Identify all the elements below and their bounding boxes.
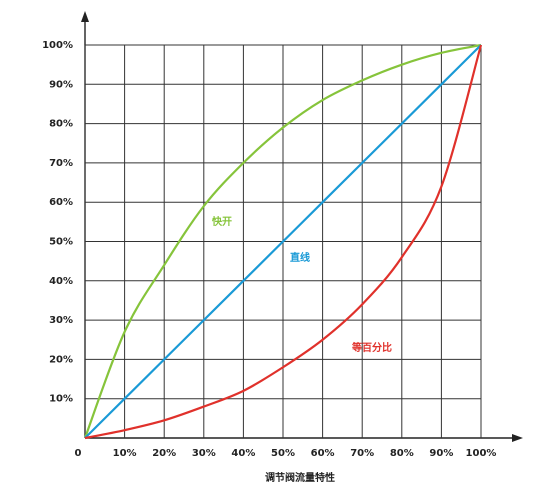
y-tick-label: 60%: [49, 197, 73, 208]
series-line: [83, 43, 482, 439]
x-tick-label: 10%: [113, 448, 137, 459]
y-tick-label: 80%: [49, 119, 73, 130]
series-line: [84, 44, 483, 440]
y-tick-label: 50%: [49, 237, 73, 248]
y-tick-label: 90%: [49, 79, 73, 90]
x-tick-label: 80%: [390, 448, 414, 459]
x-tick-label: 60%: [311, 448, 335, 459]
y-tick-label: 100%: [42, 40, 73, 51]
x-tick-label: 70%: [350, 448, 374, 459]
y-tick-label: 10%: [49, 394, 73, 405]
x-tick-label: 100%: [466, 448, 497, 459]
y-axis-arrow: [81, 11, 89, 22]
x-tick-label: 40%: [231, 448, 255, 459]
x-tick-label: 90%: [429, 448, 453, 459]
x-tick-label: 50%: [271, 448, 295, 459]
series-label: 等百分比: [352, 341, 392, 354]
y-tick-label: 30%: [49, 315, 73, 326]
y-tick-label: 70%: [49, 158, 73, 169]
y-tick-label: 20%: [49, 354, 73, 365]
series-line: [84, 44, 482, 439]
x-tick-label: 20%: [152, 448, 176, 459]
series-label: 快开: [211, 215, 232, 228]
x-tick-label: 30%: [192, 448, 216, 459]
x-axis-arrow: [512, 434, 523, 442]
y-tick-label: 40%: [49, 276, 73, 287]
series-label: 直线: [290, 251, 310, 264]
x-tick-label: 0: [75, 448, 82, 459]
x-axis-label: 调节阀流量特性: [265, 471, 335, 484]
